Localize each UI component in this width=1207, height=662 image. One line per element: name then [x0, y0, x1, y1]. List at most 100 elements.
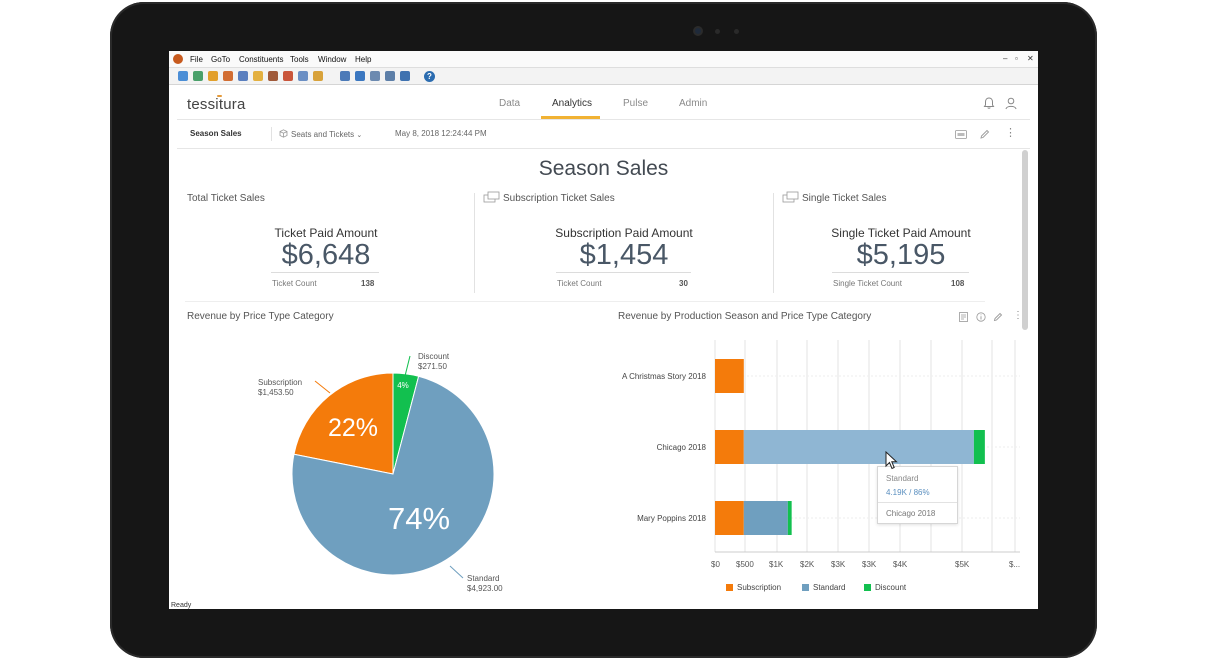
- kpi-heading: Single Ticket Sales: [802, 193, 887, 204]
- window-icon[interactable]: [298, 71, 308, 81]
- menu-tools[interactable]: Tools: [290, 55, 309, 64]
- app-logo-icon: [173, 54, 183, 64]
- cube-icon: [279, 129, 288, 138]
- legend-item-subscription[interactable]: Subscription: [726, 583, 781, 592]
- datasource-selector[interactable]: Seats and Tickets ⌄: [279, 129, 362, 139]
- settings-icon[interactable]: [355, 71, 365, 81]
- kpi-sub-value: 108: [951, 279, 965, 288]
- pie-chart-title: Revenue by Price Type Category: [187, 311, 334, 322]
- bar-segment-subscription[interactable]: [715, 501, 744, 535]
- bar-segment-discount[interactable]: [787, 501, 792, 535]
- datasource-label: Seats and Tickets: [291, 130, 355, 139]
- bar-chart-title: Revenue by Production Season and Price T…: [618, 311, 872, 322]
- constituent-icon[interactable]: [178, 71, 188, 81]
- order-icon[interactable]: [223, 71, 233, 81]
- x-tick-label: $...: [1009, 560, 1021, 569]
- kpi-heading: Subscription Ticket Sales: [503, 193, 615, 204]
- edit-icon[interactable]: [993, 312, 1003, 322]
- more-options-icon[interactable]: ⋮: [1005, 127, 1016, 139]
- menu-window[interactable]: Window: [318, 55, 347, 64]
- box-office-icon[interactable]: [268, 71, 278, 81]
- info-icon[interactable]: [976, 312, 986, 322]
- tooltip-category: Chicago 2018: [886, 509, 936, 518]
- bell-icon[interactable]: [982, 96, 996, 110]
- ticket-icon[interactable]: [208, 71, 218, 81]
- close-icon[interactable]: ✕: [1027, 54, 1034, 63]
- edit-icon[interactable]: [979, 129, 990, 140]
- pdf-export-icon[interactable]: [955, 130, 967, 139]
- bar-category-label: Chicago 2018: [656, 443, 706, 452]
- search-icon[interactable]: [340, 71, 350, 81]
- legend-label: Standard: [813, 583, 846, 592]
- tooltip-series: Standard: [886, 474, 919, 483]
- bar-segment-subscription[interactable]: [715, 430, 744, 464]
- tab-data[interactable]: Data: [499, 98, 521, 109]
- x-tick-label: $2K: [800, 560, 815, 569]
- bar-segment-subscription[interactable]: [715, 359, 744, 393]
- help-icon[interactable]: ?: [424, 71, 435, 82]
- legend-item-discount[interactable]: Discount: [864, 583, 906, 592]
- bar-category-label: A Christmas Story 2018: [621, 372, 706, 381]
- pie-percent-standard: 74%: [388, 501, 450, 536]
- kpi-value: $6,648: [281, 239, 371, 271]
- print-icon[interactable]: [385, 71, 395, 81]
- x-tick-label: $500: [736, 560, 754, 569]
- kpi-divider: [773, 193, 774, 293]
- tooltip-divider: [878, 502, 957, 503]
- bar-segment-standard[interactable]: [743, 430, 974, 464]
- last-updated: May 8, 2018 12:24:44 PM: [395, 129, 487, 138]
- dashboard-name[interactable]: Season Sales: [190, 129, 242, 138]
- active-tab-indicator: [541, 116, 600, 119]
- tab-pulse[interactable]: Pulse: [623, 98, 649, 109]
- kpi-label: Single Ticket Paid Amount: [831, 226, 971, 240]
- kpi-sub-label: Single Ticket Count: [833, 279, 902, 288]
- report-icon[interactable]: [959, 312, 968, 322]
- pie-category: Discount: [418, 352, 450, 361]
- kpi-label: Ticket Paid Amount: [274, 226, 378, 240]
- menu-goto[interactable]: GoTo: [211, 55, 231, 64]
- pie-leader-line: [404, 355, 411, 377]
- report-icon[interactable]: [193, 71, 203, 81]
- more-options-icon[interactable]: ⋮: [1013, 310, 1023, 321]
- menu-constituents[interactable]: Constituents: [239, 55, 284, 64]
- menu-help[interactable]: Help: [355, 55, 372, 64]
- chart-tooltip: Standard 4.19K / 86% Chicago 2018: [877, 466, 958, 524]
- legend-label: Discount: [875, 583, 907, 592]
- tab-admin[interactable]: Admin: [679, 98, 708, 109]
- bar-segment-standard[interactable]: [743, 501, 788, 535]
- tools-icon[interactable]: [313, 71, 323, 81]
- section-divider: [185, 301, 985, 302]
- menu-file[interactable]: File: [190, 55, 203, 64]
- restore-icon[interactable]: ▫: [1015, 54, 1018, 63]
- legend-item-standard[interactable]: Standard: [802, 583, 845, 592]
- grid-icon[interactable]: [283, 71, 293, 81]
- pie-label-discount: Discount $271.50: [418, 352, 449, 372]
- list-icon[interactable]: [238, 71, 248, 81]
- kpi-rule: [832, 272, 969, 273]
- tab-analytics[interactable]: Analytics: [552, 98, 593, 109]
- x-tick-label: $0: [711, 560, 720, 569]
- pie-value: $4,923.00: [467, 584, 503, 593]
- season-icon[interactable]: [253, 71, 263, 81]
- app-nav: tessitura Data Analytics Pulse Admin: [177, 86, 1030, 120]
- pie-slice-subscription[interactable]: [293, 372, 394, 475]
- kpi-value: $1,454: [579, 239, 669, 271]
- batch-icon[interactable]: [400, 71, 410, 81]
- kpi-sub-value: 138: [361, 279, 375, 288]
- pie-slice-standard[interactable]: [291, 375, 495, 576]
- x-tick-label: $4K: [893, 560, 908, 569]
- dashboard-header: Season Sales Seats and Tickets ⌄ May 8, …: [177, 120, 1030, 149]
- kpi-rule: [556, 272, 691, 273]
- ticket-icon: [483, 191, 500, 203]
- globe-icon[interactable]: [370, 71, 380, 81]
- sensor-dot: [734, 29, 739, 34]
- minimize-icon[interactable]: –: [1003, 54, 1008, 63]
- toolbar: ?: [169, 68, 1038, 85]
- brand-accent: [217, 95, 222, 97]
- vertical-scrollbar[interactable]: [1022, 150, 1028, 330]
- user-icon[interactable]: [1004, 96, 1018, 110]
- tooltip-value: 4.19K / 86%: [886, 488, 930, 497]
- bar-segment-discount[interactable]: [973, 430, 985, 464]
